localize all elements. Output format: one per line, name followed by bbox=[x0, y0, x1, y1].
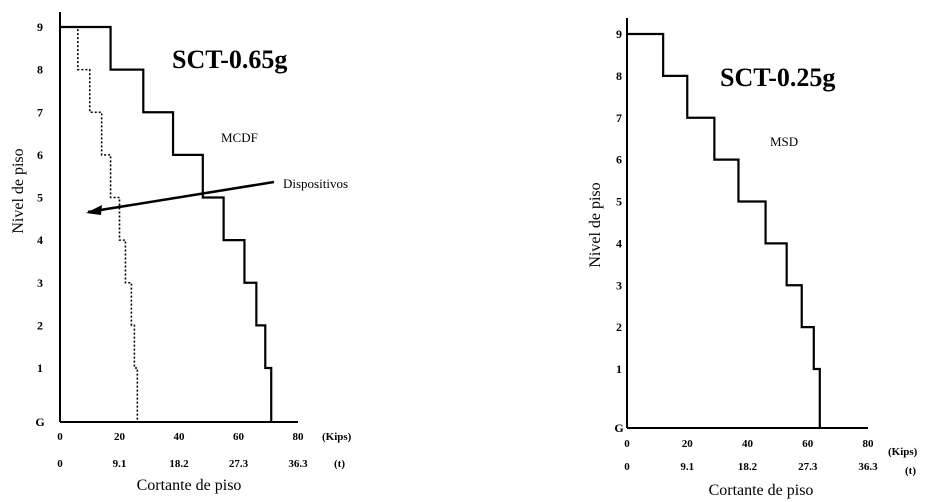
x-unit-kips-right: (Kips) bbox=[888, 446, 918, 458]
x-tick-label-t: 36.3 bbox=[858, 461, 878, 473]
x-tick-label-t: 9.1 bbox=[680, 461, 694, 473]
x-tick-label-kips: 60 bbox=[802, 438, 814, 450]
x-tick-labels-left: 0 20 40 60 80 0 9.1 18.2 27.3 36.3 bbox=[57, 431, 308, 470]
y-tick-label: G bbox=[614, 421, 623, 435]
x-tick-label-t: 0 bbox=[624, 461, 630, 473]
y-tick-label: 5 bbox=[616, 195, 622, 209]
series-line-mcdf bbox=[60, 25, 273, 422]
x-tick-label-kips: 40 bbox=[742, 438, 754, 450]
annotation-msd: MSD bbox=[770, 134, 798, 149]
y-tick-label: 3 bbox=[616, 278, 622, 292]
y-tick-label: 2 bbox=[37, 318, 43, 332]
x-tick-label-t: 18.2 bbox=[169, 458, 189, 470]
y-tick-labels-left: G 1 2 3 4 5 6 7 8 9 bbox=[35, 20, 44, 429]
y-tick-label: 5 bbox=[37, 191, 43, 205]
y-tick-label: 1 bbox=[37, 361, 43, 375]
x-tick-label-kips: 0 bbox=[624, 438, 630, 450]
y-tick-label: 7 bbox=[616, 111, 622, 125]
x-tick-label-kips: 0 bbox=[57, 431, 63, 443]
arrowhead bbox=[86, 205, 102, 215]
x-axis-label-left: Cortante de piso bbox=[137, 477, 242, 494]
y-tick-label: 6 bbox=[616, 153, 622, 167]
x-unit-kips-left: (Kips) bbox=[322, 431, 352, 443]
y-tick-label: 6 bbox=[37, 148, 43, 162]
x-tick-label-kips: 80 bbox=[863, 438, 875, 450]
x-tick-label-t: 27.3 bbox=[798, 461, 818, 473]
x-tick-label-t: 0 bbox=[57, 458, 63, 470]
series-left bbox=[60, 25, 273, 422]
arrow-shaft bbox=[87, 180, 275, 214]
x-tick-label-t: 36.3 bbox=[288, 458, 308, 470]
y-tick-label: 9 bbox=[37, 20, 43, 34]
chart-title-right: SCT-0.25g bbox=[720, 63, 835, 92]
x-tick-label-kips: 20 bbox=[114, 431, 126, 443]
series-right bbox=[627, 32, 821, 428]
x-tick-label-t: 18.2 bbox=[738, 461, 758, 473]
y-tick-label: 4 bbox=[37, 233, 43, 247]
y-tick-label: G bbox=[35, 415, 44, 429]
annotation-mcdf: MCDF bbox=[221, 130, 258, 145]
chart-right: G 1 2 3 4 5 6 7 8 9 0 20 40 60 80 0 9.1 18.2 27.3 36.3 SCT… bbox=[587, 18, 918, 499]
annotation-dispositivos: Dispositivos bbox=[283, 176, 348, 191]
chart-title-left: SCT-0.65g bbox=[172, 45, 287, 74]
y-axis-label-left: Nivel de piso bbox=[10, 148, 27, 233]
x-tick-label-kips: 20 bbox=[682, 438, 694, 450]
y-tick-label: 1 bbox=[616, 362, 622, 376]
y-axis-label-right: Nivel de piso bbox=[587, 182, 604, 267]
x-tick-label-kips: 80 bbox=[293, 431, 305, 443]
x-unit-t-right: (t) bbox=[905, 465, 916, 477]
y-tick-label: 8 bbox=[37, 63, 43, 77]
x-tick-label-kips: 40 bbox=[174, 431, 186, 443]
y-tick-label: 9 bbox=[616, 27, 622, 41]
y-tick-label: 3 bbox=[37, 276, 43, 290]
y-tick-labels-right: G 1 2 3 4 5 6 7 8 9 bbox=[614, 27, 623, 435]
series-line-dispositivos bbox=[60, 26, 139, 422]
x-tick-label-t: 9.1 bbox=[113, 458, 127, 470]
x-tick-labels-right: 0 20 40 60 80 0 9.1 18.2 27.3 36.3 bbox=[624, 438, 878, 473]
series-line-msd bbox=[627, 32, 821, 428]
x-unit-t-left: (t) bbox=[334, 458, 345, 470]
y-tick-label: 7 bbox=[37, 105, 43, 119]
y-tick-label: 2 bbox=[616, 320, 622, 334]
x-tick-label-kips: 60 bbox=[233, 431, 245, 443]
x-tick-label-t: 27.3 bbox=[229, 458, 249, 470]
chart-left: G 1 2 3 4 5 6 7 8 9 0 20 40 60 80 0 9.1 18.2 27.3 36.3 SCT… bbox=[10, 12, 352, 494]
y-tick-label: 4 bbox=[616, 236, 622, 250]
y-tick-label: 8 bbox=[616, 69, 622, 83]
x-axis-label-right: Cortante de piso bbox=[709, 482, 814, 499]
